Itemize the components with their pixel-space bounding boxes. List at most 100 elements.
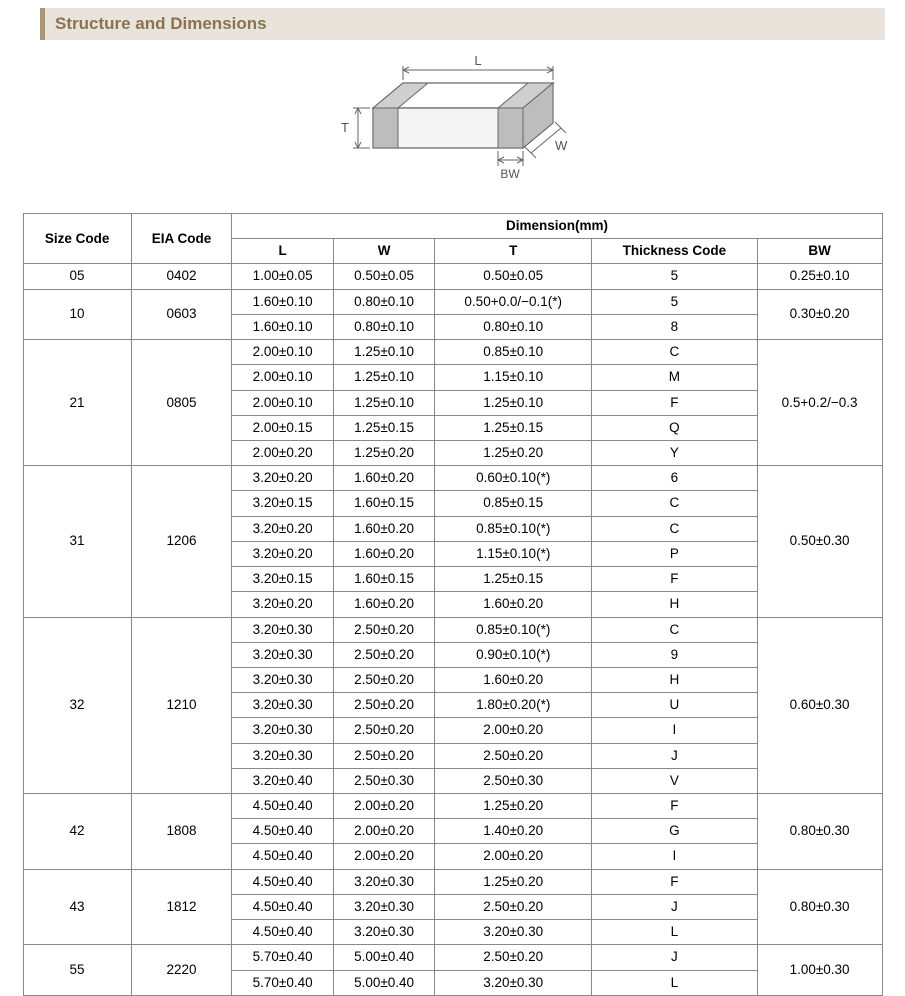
cell-T: 1.80±0.20(*): [435, 693, 592, 718]
cell-thickness-code: J: [592, 743, 758, 768]
cell-thickness-code: H: [592, 592, 758, 617]
cell-W: 2.50±0.20: [333, 617, 434, 642]
cell-L: 1.00±0.05: [232, 264, 333, 289]
dimension-diagram: L T W BW: [0, 48, 905, 203]
cell-bw: 0.80±0.30: [757, 869, 882, 945]
cell-eia-code: 1808: [131, 794, 232, 870]
cell-L: 2.00±0.15: [232, 415, 333, 440]
cell-L: 5.70±0.40: [232, 970, 333, 995]
col-BW: BW: [757, 239, 882, 264]
cell-W: 2.00±0.20: [333, 794, 434, 819]
cell-L: 3.20±0.20: [232, 516, 333, 541]
cell-T: 2.50±0.30: [435, 768, 592, 793]
cell-thickness-code: Q: [592, 415, 758, 440]
cell-bw: 0.50±0.30: [757, 466, 882, 617]
cell-eia-code: 1206: [131, 466, 232, 617]
cell-L: 3.20±0.30: [232, 693, 333, 718]
cell-L: 3.20±0.15: [232, 491, 333, 516]
cell-L: 2.00±0.10: [232, 340, 333, 365]
cell-bw: 0.25±0.10: [757, 264, 882, 289]
section-title: Structure and Dimensions: [55, 14, 267, 33]
cell-T: 0.80±0.10: [435, 314, 592, 339]
cell-W: 2.50±0.20: [333, 642, 434, 667]
cell-thickness-code: 8: [592, 314, 758, 339]
cell-L: 4.50±0.40: [232, 819, 333, 844]
cell-bw: 0.5+0.2/−0.3: [757, 340, 882, 466]
cell-T: 0.85±0.10(*): [435, 617, 592, 642]
col-dimension: Dimension(mm): [232, 214, 882, 239]
cell-W: 1.60±0.15: [333, 567, 434, 592]
cell-W: 1.60±0.20: [333, 516, 434, 541]
cell-W: 2.50±0.30: [333, 768, 434, 793]
label-W: W: [555, 138, 568, 153]
cell-L: 3.20±0.30: [232, 718, 333, 743]
cell-T: 0.85±0.10: [435, 340, 592, 365]
cell-T: 2.00±0.20: [435, 718, 592, 743]
label-BW: BW: [500, 167, 520, 181]
cell-L: 2.00±0.10: [232, 365, 333, 390]
cell-W: 1.60±0.20: [333, 592, 434, 617]
cell-T: 1.15±0.10(*): [435, 541, 592, 566]
cell-W: 1.25±0.15: [333, 415, 434, 440]
section-header: Structure and Dimensions: [40, 8, 885, 40]
cell-eia-code: 1210: [131, 617, 232, 794]
col-eia-code: EIA Code: [131, 214, 232, 264]
cell-W: 5.00±0.40: [333, 970, 434, 995]
table-row: 5522205.70±0.405.00±0.402.50±0.20J1.00±0…: [23, 945, 882, 970]
cell-thickness-code: J: [592, 894, 758, 919]
cell-L: 3.20±0.30: [232, 617, 333, 642]
cell-thickness-code: G: [592, 819, 758, 844]
cell-thickness-code: U: [592, 693, 758, 718]
cell-bw: 1.00±0.30: [757, 945, 882, 995]
cell-W: 0.80±0.10: [333, 314, 434, 339]
cell-size-code: 55: [23, 945, 131, 995]
cell-L: 3.20±0.20: [232, 466, 333, 491]
cell-W: 0.50±0.05: [333, 264, 434, 289]
cell-thickness-code: I: [592, 844, 758, 869]
table-header-row-1: Size Code EIA Code Dimension(mm): [23, 214, 882, 239]
cell-L: 4.50±0.40: [232, 894, 333, 919]
cell-eia-code: 2220: [131, 945, 232, 995]
cell-T: 1.60±0.20: [435, 667, 592, 692]
table-row: 4318124.50±0.403.20±0.301.25±0.20F0.80±0…: [23, 869, 882, 894]
cell-L: 5.70±0.40: [232, 945, 333, 970]
cell-T: 2.50±0.20: [435, 894, 592, 919]
table-row: 3112063.20±0.201.60±0.200.60±0.10(*)60.5…: [23, 466, 882, 491]
cell-W: 1.25±0.10: [333, 340, 434, 365]
cell-T: 1.15±0.10: [435, 365, 592, 390]
cell-W: 2.50±0.20: [333, 743, 434, 768]
cell-T: 0.90±0.10(*): [435, 642, 592, 667]
table-row: 1006031.60±0.100.80±0.100.50+0.0/−0.1(*)…: [23, 289, 882, 314]
cell-W: 1.60±0.15: [333, 491, 434, 516]
cell-L: 4.50±0.40: [232, 794, 333, 819]
cell-W: 1.60±0.20: [333, 466, 434, 491]
cell-T: 2.50±0.20: [435, 743, 592, 768]
cell-thickness-code: M: [592, 365, 758, 390]
table-row: 3212103.20±0.302.50±0.200.85±0.10(*)C0.6…: [23, 617, 882, 642]
cell-thickness-code: I: [592, 718, 758, 743]
cell-size-code: 32: [23, 617, 131, 794]
cell-W: 2.50±0.20: [333, 667, 434, 692]
cell-T: 1.25±0.20: [435, 794, 592, 819]
cell-T: 1.25±0.15: [435, 415, 592, 440]
cell-size-code: 42: [23, 794, 131, 870]
cell-thickness-code: L: [592, 920, 758, 945]
cell-W: 1.25±0.20: [333, 440, 434, 465]
cell-L: 3.20±0.40: [232, 768, 333, 793]
cell-thickness-code: F: [592, 869, 758, 894]
cell-T: 3.20±0.30: [435, 920, 592, 945]
cell-L: 4.50±0.40: [232, 844, 333, 869]
cell-thickness-code: C: [592, 340, 758, 365]
label-T: T: [341, 120, 349, 135]
cell-T: 0.50±0.05: [435, 264, 592, 289]
cell-thickness-code: V: [592, 768, 758, 793]
cell-T: 0.85±0.10(*): [435, 516, 592, 541]
cell-T: 0.85±0.15: [435, 491, 592, 516]
cell-T: 0.60±0.10(*): [435, 466, 592, 491]
cell-thickness-code: F: [592, 390, 758, 415]
cell-eia-code: 0805: [131, 340, 232, 466]
cell-thickness-code: 5: [592, 289, 758, 314]
cell-W: 1.60±0.20: [333, 541, 434, 566]
cell-T: 3.20±0.30: [435, 970, 592, 995]
label-L: L: [474, 53, 481, 68]
